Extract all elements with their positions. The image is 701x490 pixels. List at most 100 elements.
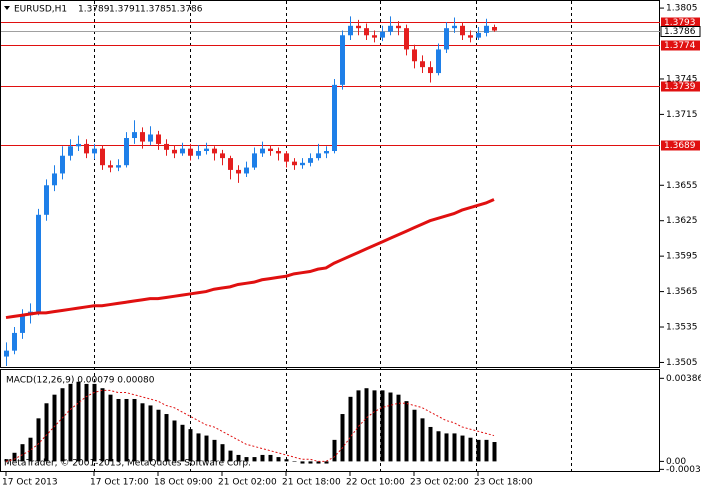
macd-bar bbox=[484, 439, 489, 462]
macd-bar bbox=[220, 444, 225, 462]
macd-bar bbox=[252, 457, 257, 462]
macd-bar bbox=[180, 424, 185, 462]
price-line-tag bbox=[661, 40, 700, 51]
macd-bar bbox=[116, 398, 121, 462]
candle-body bbox=[444, 28, 449, 50]
candle-body bbox=[180, 148, 185, 154]
x-tick-label: 17 Oct 17:00 bbox=[90, 478, 149, 488]
y-tick-label: 1.3715 bbox=[666, 110, 698, 120]
candle-body bbox=[188, 148, 193, 156]
macd-bar bbox=[20, 444, 25, 462]
y-tick-label: 1.3565 bbox=[666, 287, 698, 297]
candle-body bbox=[244, 167, 249, 174]
macd-bar bbox=[428, 426, 433, 462]
current-price-label: 1.3786 bbox=[664, 27, 696, 37]
candle-body bbox=[340, 35, 345, 85]
macd-bar bbox=[292, 461, 297, 462]
candle-body bbox=[12, 332, 17, 351]
candle-body bbox=[452, 25, 457, 29]
x-tick-label: 21 Oct 18:00 bbox=[282, 478, 341, 488]
x-tick-label: 18 Oct 09:00 bbox=[154, 478, 213, 488]
price-line-tag bbox=[661, 81, 700, 92]
candle-body bbox=[388, 25, 393, 32]
macd-bar bbox=[212, 439, 217, 462]
macd-bar bbox=[268, 454, 273, 462]
macd-bar bbox=[68, 383, 73, 462]
candle-body bbox=[324, 151, 329, 154]
candle-body bbox=[412, 49, 417, 62]
macd-bar bbox=[412, 409, 417, 462]
candle-body bbox=[68, 146, 73, 156]
candle-body bbox=[292, 161, 297, 166]
macd-bar bbox=[332, 439, 337, 462]
macd-tick-label: 0.00386 bbox=[666, 374, 701, 384]
candle-body bbox=[44, 185, 49, 215]
candle-body bbox=[108, 165, 113, 168]
candle-body bbox=[52, 173, 57, 186]
candle-body bbox=[284, 153, 289, 162]
candle-body bbox=[364, 28, 369, 36]
y-tick-label: 1.3505 bbox=[666, 358, 698, 368]
price-line-tag bbox=[661, 17, 700, 28]
macd-bar bbox=[460, 435, 465, 462]
y-tick-label: 1.3535 bbox=[666, 323, 698, 333]
symbol: EURUSD,H1 bbox=[14, 5, 67, 15]
candle-body bbox=[164, 143, 169, 150]
macd-bar bbox=[364, 388, 369, 462]
candle-body bbox=[276, 151, 281, 154]
candle-body bbox=[404, 28, 409, 50]
macd-bar bbox=[316, 461, 321, 464]
candle-body bbox=[484, 25, 489, 33]
macd-bar bbox=[12, 452, 17, 462]
macd-bar bbox=[260, 454, 265, 462]
candle-body bbox=[332, 84, 337, 152]
macd-bar bbox=[308, 461, 313, 464]
candle-body bbox=[468, 35, 473, 38]
macd-label: MACD(12,26,9) 0.00079 0.00080 bbox=[6, 376, 155, 386]
candle-body bbox=[4, 350, 9, 357]
macd-bar bbox=[300, 461, 305, 464]
candle-body bbox=[356, 25, 361, 29]
candle-body bbox=[236, 169, 241, 174]
candle-body bbox=[100, 148, 105, 166]
macd-bar bbox=[396, 394, 401, 462]
price-line-label: 1.3774 bbox=[664, 41, 696, 51]
macd-bar bbox=[52, 394, 57, 462]
candle-body bbox=[492, 26, 497, 31]
candle-body bbox=[460, 25, 465, 36]
candle-body bbox=[268, 148, 273, 152]
y-tick-label: 1.3745 bbox=[666, 74, 698, 84]
macd-bar bbox=[156, 409, 161, 462]
candle-body bbox=[132, 132, 137, 139]
header-low: 1.3785 bbox=[140, 5, 172, 15]
macd-bar bbox=[28, 437, 33, 462]
candle-body bbox=[140, 132, 145, 142]
macd-bar bbox=[388, 392, 393, 462]
x-tick-label: 23 Oct 02:00 bbox=[410, 478, 469, 488]
macd-bar bbox=[44, 403, 49, 462]
macd-bar bbox=[172, 420, 177, 462]
macd-bar bbox=[492, 442, 497, 462]
macd-bar bbox=[92, 383, 97, 462]
candle-body bbox=[172, 149, 177, 154]
price-line-label: 1.3689 bbox=[664, 141, 696, 151]
macd-bar bbox=[236, 454, 241, 462]
macd-bar bbox=[244, 457, 249, 462]
candle-body bbox=[60, 155, 65, 174]
macd-tick-label: -0.00037 bbox=[666, 465, 701, 475]
header-high: 1.3791 bbox=[109, 5, 141, 15]
copyright: MetaTrader, © 2001-2013, MetaQuotes Soft… bbox=[4, 459, 251, 469]
x-tick-label: 21 Oct 02:00 bbox=[218, 478, 277, 488]
candle-body bbox=[196, 151, 201, 156]
macd-bar bbox=[140, 403, 145, 462]
macd-bar bbox=[84, 383, 89, 462]
x-tick-label: 23 Oct 18:00 bbox=[474, 478, 533, 488]
candle-body bbox=[348, 25, 353, 36]
candle-body bbox=[204, 148, 209, 152]
macd-bar bbox=[468, 437, 473, 462]
candle-body bbox=[148, 134, 153, 142]
macd-bar bbox=[420, 418, 425, 462]
macd-tick-label: 0.00 bbox=[666, 457, 686, 467]
macd-bar bbox=[100, 388, 105, 462]
candle-body bbox=[228, 158, 233, 170]
